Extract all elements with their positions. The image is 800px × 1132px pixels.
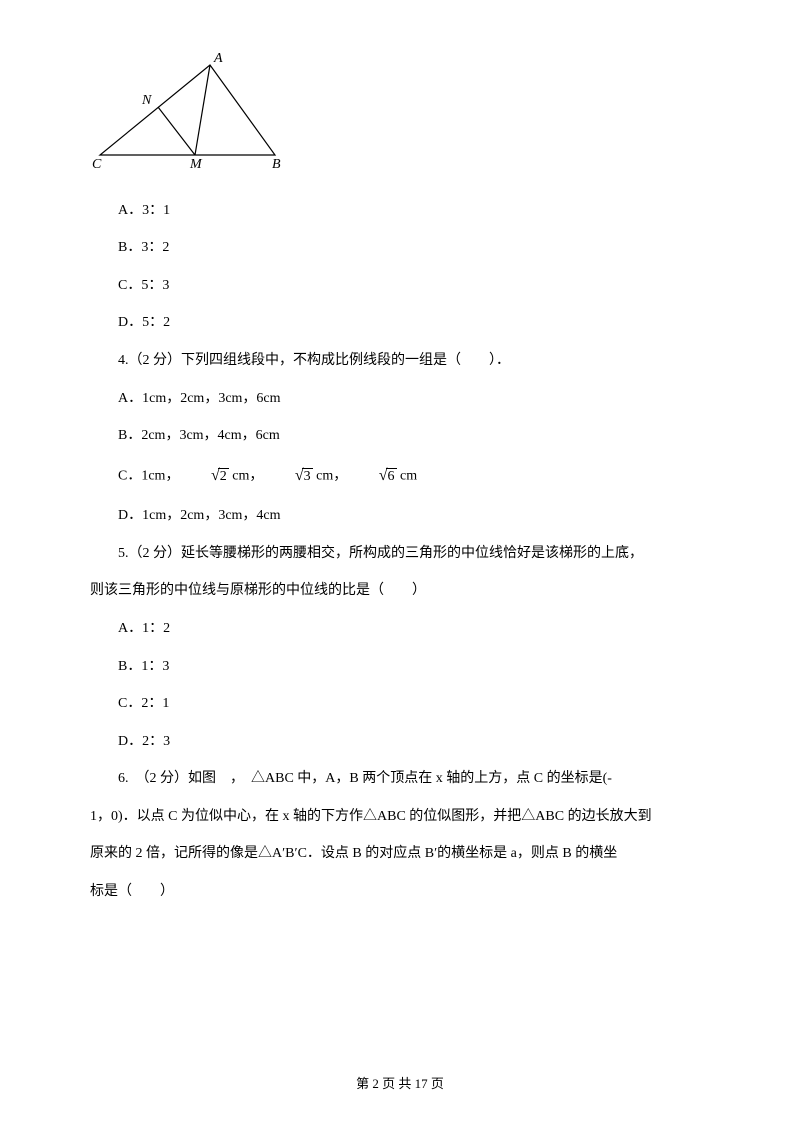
q4c-mid1: cm， — [232, 468, 263, 483]
q4c-mid2: cm， — [316, 468, 347, 483]
svg-text:M: M — [189, 157, 203, 170]
svg-text:C: C — [92, 157, 102, 170]
q4-option-b: B．2cm，3cm，4cm，6cm — [90, 419, 710, 453]
q3-option-c: C．5：3 — [90, 269, 710, 303]
triangle-figure: A N C M B — [90, 50, 710, 184]
q5-option-d: D．2：3 — [90, 725, 710, 759]
sqrt-icon: √2 — [183, 457, 229, 495]
q5-option-c: C．2：1 — [90, 687, 710, 721]
q4c-pre: C．1cm， — [118, 468, 179, 483]
q5-stem-1: 5.（2 分）延长等腰梯形的两腰相交，所构成的三角形的中位线恰好是该梯形的上底， — [90, 537, 710, 571]
q4c-post: cm — [400, 468, 417, 483]
q4-option-c: C．1cm， √2 cm， √3 cm， √6 cm — [90, 457, 710, 495]
q6-line-4: 标是（ ） — [90, 875, 710, 909]
q4-stem: 4.（2 分）下列四组线段中，不构成比例线段的一组是（ ）． — [90, 344, 710, 378]
q6-line-1: 6. （2 分）如图 ， △ABC 中，A，B 两个顶点在 x 轴的上方，点 C… — [90, 762, 710, 796]
q4-option-a: A．1cm，2cm，3cm，6cm — [90, 382, 710, 416]
page-footer: 第 2 页 共 17 页 — [0, 1073, 800, 1092]
q5-stem-2: 则该三角形的中位线与原梯形的中位线的比是（ ） — [90, 574, 710, 608]
q3-option-d: D．5：2 — [90, 306, 710, 340]
q6-line-3: 原来的 2 倍，记所得的像是△A′B′C．设点 B 的对应点 B′的横坐标是 a… — [90, 837, 710, 871]
q5-option-b: B．1：3 — [90, 650, 710, 684]
svg-text:A: A — [213, 51, 223, 66]
q5-option-a: A．1：2 — [90, 612, 710, 646]
q6-line-2: 1，0)．以点 C 为位似中心，在 x 轴的下方作△ABC 的位似图形，并把△A… — [90, 800, 710, 834]
sqrt-icon: √3 — [267, 457, 313, 495]
svg-text:B: B — [272, 157, 281, 170]
svg-text:N: N — [141, 93, 152, 108]
q3-option-b: B．3：2 — [90, 231, 710, 265]
q3-option-a: A．3：1 — [90, 194, 710, 228]
triangle-svg: A N C M B — [90, 50, 290, 170]
q4-option-d: D．1cm，2cm，3cm，4cm — [90, 499, 710, 533]
sqrt-icon: √6 — [351, 457, 397, 495]
